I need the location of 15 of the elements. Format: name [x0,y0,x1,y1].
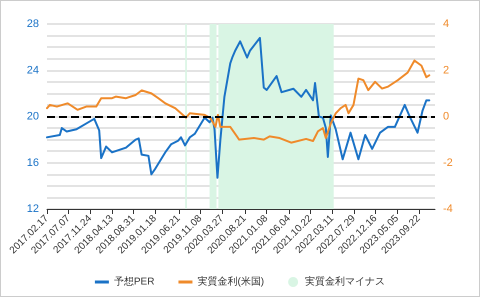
y-tick-label: 24 [26,64,39,76]
legend-label: 実質金利マイナス [305,276,386,288]
y2-tick-label: 2 [443,64,450,76]
legend-label: 予想PER [114,276,154,288]
y2-tick-label: 4 [443,18,450,30]
y-tick-label: 16 [26,156,39,169]
line-series [46,36,430,179]
y2-tick-label: -4 [443,203,453,215]
y2-tick-label: -2 [443,156,453,169]
legend-label: 実質金利(米国) [197,276,264,288]
line-series [46,60,430,144]
y2-tick-label: 0 [443,110,450,122]
y-tick-label: 12 [26,203,39,215]
y-tick-label: 28 [26,18,39,30]
y-tick-label: 20 [26,110,39,122]
